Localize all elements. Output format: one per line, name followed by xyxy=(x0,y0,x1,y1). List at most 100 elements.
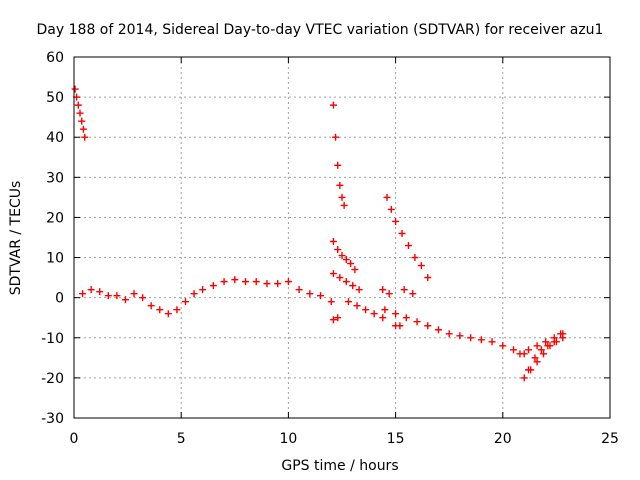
data-point xyxy=(417,262,425,270)
x-tick-label: 20 xyxy=(494,431,512,447)
data-point xyxy=(338,193,346,201)
data-point xyxy=(379,314,387,322)
series-arc-12h-lower xyxy=(329,238,359,274)
y-axis-label: SDTVAR / TECUs xyxy=(8,181,24,296)
x-tick-label: 15 xyxy=(387,431,405,447)
series-seg-15-16h xyxy=(400,286,417,298)
data-point xyxy=(424,322,432,330)
data-point xyxy=(488,338,496,346)
data-point xyxy=(156,306,164,314)
data-point xyxy=(537,346,545,354)
data-point xyxy=(456,332,464,340)
data-point xyxy=(334,246,342,254)
data-point xyxy=(349,282,357,290)
data-point xyxy=(74,101,82,109)
data-point xyxy=(392,217,400,225)
y-tick-label: -30 xyxy=(41,411,64,427)
data-point xyxy=(411,254,419,262)
data-point xyxy=(164,310,172,318)
data-point xyxy=(317,292,325,300)
data-point xyxy=(525,346,533,354)
data-point xyxy=(413,318,421,326)
series-tail-c xyxy=(516,330,567,358)
data-point xyxy=(147,302,155,310)
y-tick-label: 10 xyxy=(46,251,64,267)
data-point xyxy=(76,109,84,117)
data-point xyxy=(78,117,86,125)
data-point xyxy=(79,125,87,133)
data-point xyxy=(220,278,228,286)
data-point xyxy=(329,316,337,324)
data-point xyxy=(398,229,406,237)
data-point xyxy=(362,306,370,314)
data-point xyxy=(559,330,567,338)
data-point xyxy=(87,286,95,294)
data-point xyxy=(81,133,89,141)
data-point xyxy=(332,133,340,141)
data-point xyxy=(104,292,112,300)
data-point xyxy=(71,85,79,93)
data-point xyxy=(340,201,348,209)
series-arc-12h-low xyxy=(329,270,363,294)
data-point xyxy=(467,334,475,342)
data-point xyxy=(531,354,539,362)
data-point xyxy=(385,290,393,298)
data-point xyxy=(392,310,400,318)
data-point xyxy=(121,296,129,304)
y-tick-label: 60 xyxy=(46,50,64,66)
data-point xyxy=(520,374,528,382)
series-main-band xyxy=(79,276,335,318)
data-point xyxy=(199,286,207,294)
data-point xyxy=(404,242,412,250)
data-point xyxy=(396,322,404,330)
data-point xyxy=(550,334,558,342)
y-tick-label: 30 xyxy=(46,170,64,186)
data-points xyxy=(71,85,567,382)
x-tick-label: 25 xyxy=(601,431,619,447)
y-tick-label: 40 xyxy=(46,130,64,146)
series-scatter-15h xyxy=(392,322,404,330)
data-point xyxy=(113,292,121,300)
data-point xyxy=(242,278,250,286)
y-tick-label: -10 xyxy=(41,331,64,347)
data-point xyxy=(306,290,314,298)
data-point xyxy=(424,274,432,282)
y-tick-label: -20 xyxy=(41,371,64,387)
data-point xyxy=(336,274,344,282)
data-point xyxy=(344,298,352,306)
data-point xyxy=(336,181,344,189)
data-point xyxy=(434,326,442,334)
data-point xyxy=(329,270,337,278)
x-axis-label: GPS time / hours xyxy=(281,458,398,474)
data-point xyxy=(334,314,342,322)
data-point xyxy=(130,290,138,298)
data-point xyxy=(139,294,147,302)
data-point xyxy=(525,366,533,374)
data-point xyxy=(181,298,189,306)
data-point xyxy=(379,286,387,294)
data-point xyxy=(209,282,217,290)
data-point xyxy=(351,266,359,274)
series-arc-15h xyxy=(383,193,432,282)
data-point xyxy=(190,290,198,298)
data-point xyxy=(342,256,350,264)
data-point xyxy=(542,338,550,346)
data-point xyxy=(533,358,541,366)
data-point xyxy=(342,278,350,286)
data-point xyxy=(347,260,355,268)
data-point xyxy=(252,278,260,286)
data-point xyxy=(329,101,337,109)
data-point xyxy=(334,161,342,169)
x-tick-label: 0 xyxy=(70,431,79,447)
data-point xyxy=(381,306,389,314)
data-point xyxy=(353,302,361,310)
data-point xyxy=(370,310,378,318)
y-tick-label: 50 xyxy=(46,90,64,106)
data-point xyxy=(383,193,391,201)
data-point xyxy=(540,350,548,358)
series-seg-14-15h xyxy=(379,286,393,298)
axis-ticks xyxy=(73,56,611,419)
data-point xyxy=(338,252,346,260)
data-point xyxy=(544,342,552,350)
